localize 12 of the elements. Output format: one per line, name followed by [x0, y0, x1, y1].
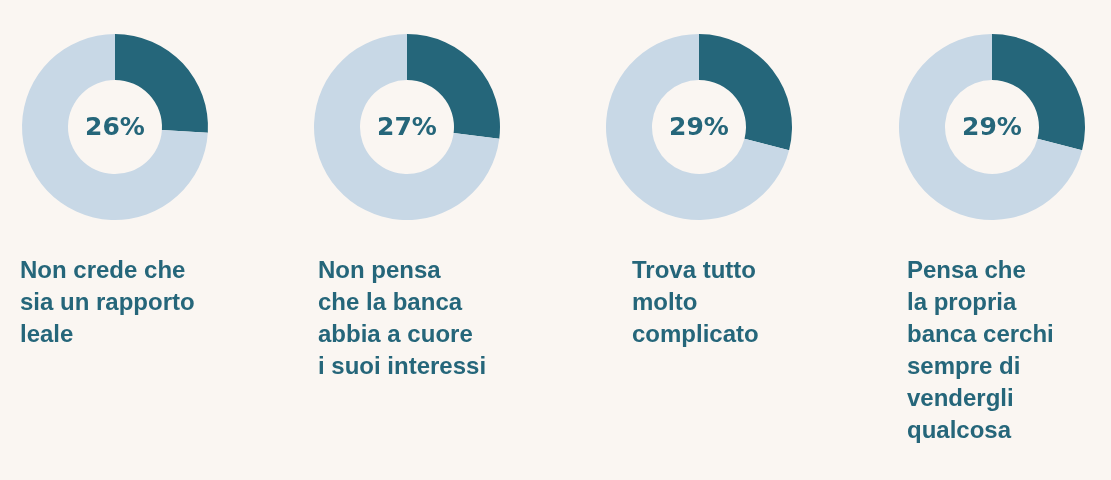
text: Non crede che sia un rapporto leale [20, 255, 195, 349]
donut-slice [314, 34, 500, 220]
text: Pensa che la propria banca cerchi sempre di vendergli qualcosa [907, 255, 1054, 445]
donut-slice [22, 34, 208, 220]
text: Trova tutto molto complicato [632, 255, 759, 349]
donut-slice [899, 34, 1083, 220]
text: 29% [961, 111, 1023, 143]
text: 26% [84, 111, 146, 143]
text: 27% [376, 111, 438, 143]
text: Non pensa che la banca abbia a cuore i suoi interessi [318, 255, 487, 381]
text: 29% [668, 111, 730, 143]
donut-slice [606, 34, 790, 220]
